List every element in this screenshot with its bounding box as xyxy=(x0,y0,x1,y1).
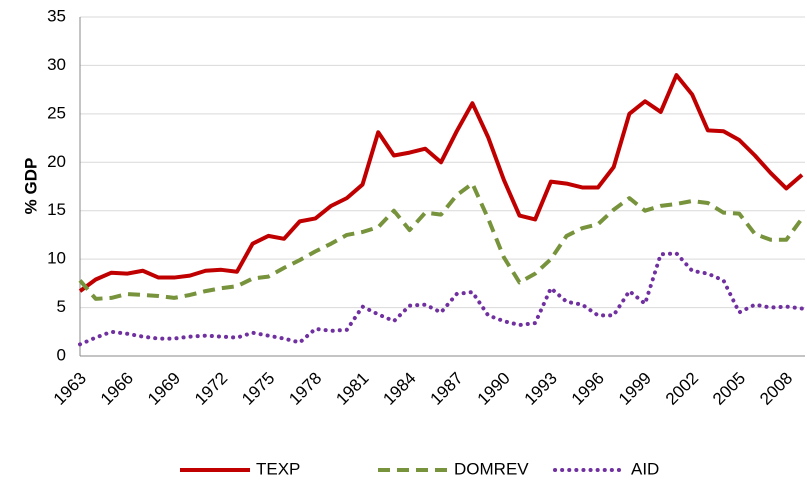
x-tick-label: 1999 xyxy=(615,369,655,409)
y-tick-label: 5 xyxy=(57,297,66,316)
series-line xyxy=(78,73,804,293)
x-tick-label: 1978 xyxy=(285,369,325,409)
y-tick-label: 0 xyxy=(57,345,66,364)
x-tick-label: 2008 xyxy=(756,369,796,409)
y-tick-label: 10 xyxy=(47,249,66,268)
y-tick-label: 20 xyxy=(47,152,66,171)
x-tick-label: 1969 xyxy=(144,369,184,409)
x-tick-label: 1990 xyxy=(474,369,514,409)
y-axis-title: % GDP xyxy=(21,158,40,215)
x-tick-label: 1981 xyxy=(332,369,372,409)
y-tick-label: 30 xyxy=(47,55,66,74)
x-tick-label: 1963 xyxy=(50,369,90,409)
x-tick-label: 1987 xyxy=(427,369,467,409)
y-tick-label: 25 xyxy=(47,103,66,122)
x-tick-label: 1984 xyxy=(379,369,419,409)
x-tick-label: 1972 xyxy=(191,369,231,409)
series-line xyxy=(78,251,804,347)
x-tick-label: 1966 xyxy=(97,369,137,409)
legend-label: TEXP xyxy=(256,459,300,478)
x-tick-label: 1996 xyxy=(568,369,608,409)
legend-label: DOMREV xyxy=(454,459,529,478)
legend-label: AID xyxy=(631,459,659,478)
y-tick-label: 35 xyxy=(47,6,66,25)
y-tick-label: 15 xyxy=(47,200,66,219)
x-tick-label: 2005 xyxy=(709,369,749,409)
x-tick-label: 2002 xyxy=(662,369,702,409)
x-tick-label: 1975 xyxy=(238,369,278,409)
series-line xyxy=(78,181,804,301)
x-tick-label: 1993 xyxy=(521,369,561,409)
